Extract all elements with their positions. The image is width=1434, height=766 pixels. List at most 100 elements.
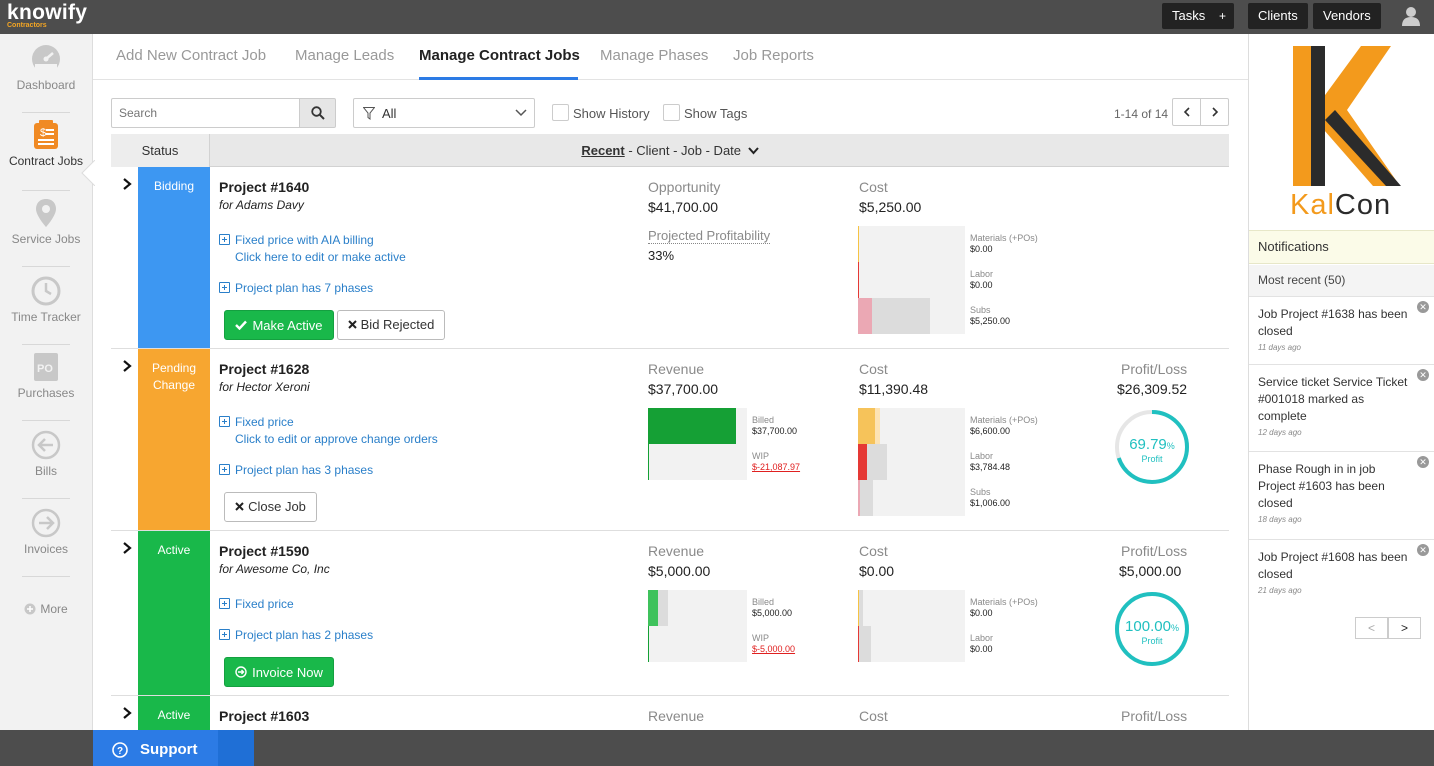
profit-percent: 69.79% — [1129, 436, 1175, 453]
expand-chevron-icon[interactable] — [121, 359, 133, 373]
project-plan-link[interactable]: Project plan has 2 phases — [235, 628, 374, 642]
profit-gauge-arc — [1115, 410, 1189, 484]
search-input[interactable] — [111, 98, 300, 128]
revenue-label: Revenue — [648, 708, 705, 724]
show-tags-checkbox[interactable] — [663, 104, 680, 121]
sidebar-item-label: More — [40, 602, 68, 616]
sidebar-item-contract-jobs[interactable]: $ Contract Jobs — [0, 120, 92, 168]
materials-label: Materials (+POs) — [970, 233, 1038, 243]
search-button[interactable] — [299, 98, 336, 128]
project-name[interactable]: Project #1640 — [219, 179, 310, 195]
notifications-filter[interactable]: Most recent (50) — [1249, 265, 1434, 297]
notifications-next-button[interactable]: > — [1388, 617, 1421, 639]
projected-profitability-value: 33% — [648, 248, 675, 263]
show-history-checkbox[interactable] — [552, 104, 569, 121]
bid-rejected-button[interactable]: Bid Rejected — [337, 310, 445, 340]
expand-chevron-icon[interactable] — [121, 706, 133, 720]
filter-select[interactable]: All — [353, 98, 535, 128]
contract-type-link[interactable]: Fixed price — [235, 415, 294, 429]
change-orders-link[interactable]: Click to edit or approve change orders — [235, 432, 438, 446]
project-name[interactable]: Project #1590 — [219, 543, 310, 559]
materials-label: Materials (+POs) — [970, 415, 1038, 425]
expand-plus-icon[interactable] — [219, 598, 230, 609]
project-name[interactable]: Project #1628 — [219, 361, 310, 377]
labor-bar — [858, 262, 859, 298]
vendors-button[interactable]: Vendors — [1313, 3, 1381, 29]
expand-plus-icon[interactable] — [219, 629, 230, 640]
contract-type-link[interactable]: Fixed price with AIA billing — [235, 233, 374, 247]
tab-manage-leads[interactable]: Manage Leads — [295, 47, 395, 64]
clients-button[interactable]: Clients — [1248, 3, 1308, 29]
projected-profitability-label[interactable]: Projected Profitability — [648, 228, 771, 244]
sidebar-item-purchases[interactable]: PO Purchases — [0, 352, 92, 400]
notifications-header: Notifications — [1249, 230, 1434, 264]
sidebar-item-label: Bills — [34, 464, 57, 478]
dismiss-icon[interactable]: ✕ — [1417, 301, 1429, 313]
cost-value: $11,390.48 — [859, 381, 929, 397]
contract-type-link[interactable]: Fixed price — [235, 597, 294, 611]
prev-page-button[interactable] — [1172, 98, 1201, 126]
notification-item[interactable]: Job Project #1608 has been closed 21 day… — [1249, 540, 1434, 610]
status-cell: Active — [138, 531, 210, 695]
close-job-button[interactable]: Close Job — [224, 492, 317, 522]
make-active-button[interactable]: Make Active — [224, 310, 334, 340]
wip-value[interactable]: $-5,000.00 — [752, 644, 796, 654]
tab-manage-contract-jobs[interactable]: Manage Contract Jobs — [419, 47, 580, 64]
edit-job-link[interactable]: Click here to edit or make active — [235, 250, 406, 264]
notification-item[interactable]: Job Project #1638 has been closed 11 day… — [1249, 297, 1434, 365]
show-history-label[interactable]: Show History — [573, 106, 650, 121]
labor-value: $0.00 — [970, 644, 993, 654]
status-column-header[interactable]: Status — [111, 134, 210, 167]
expand-chevron-icon[interactable] — [121, 177, 133, 191]
profit-percent-value: 100.00 — [1125, 618, 1171, 635]
dismiss-icon[interactable]: ✕ — [1417, 456, 1429, 468]
notification-item[interactable]: Phase Rough in in job Project #1603 has … — [1249, 452, 1434, 540]
user-icon[interactable] — [1401, 6, 1421, 26]
invoice-now-button[interactable]: Invoice Now — [224, 657, 334, 687]
expand-chevron-icon[interactable] — [121, 541, 133, 555]
arrow-right-circle-icon — [235, 666, 247, 678]
sidebar-divider — [22, 344, 70, 345]
expand-plus-icon[interactable] — [219, 282, 230, 293]
sidebar-item-label: Contract Jobs — [8, 154, 84, 168]
sort-options[interactable]: - Client - Job - Date — [624, 143, 742, 158]
next-page-button[interactable] — [1200, 98, 1229, 126]
expand-plus-icon[interactable] — [219, 416, 230, 427]
po-icon: PO — [34, 353, 58, 381]
project-plan-link[interactable]: Project plan has 7 phases — [235, 281, 374, 295]
tab-manage-phases[interactable]: Manage Phases — [600, 47, 709, 64]
sidebar-item-invoices[interactable]: Invoices — [0, 508, 92, 556]
dismiss-icon[interactable]: ✕ — [1417, 544, 1429, 556]
project-plan-link[interactable]: Project plan has 3 phases — [235, 463, 374, 477]
project-name[interactable]: Project #1603 — [219, 708, 310, 724]
support-button[interactable]: ? Support — [93, 730, 254, 766]
revenue-label: Revenue — [648, 543, 705, 559]
tab-add-new-contract-job[interactable]: Add New Contract Job — [116, 47, 267, 64]
expand-plus-icon[interactable] — [219, 234, 230, 245]
notification-item[interactable]: Service ticket Service Ticket #001018 ma… — [1249, 365, 1434, 452]
materials-value: $0.00 — [970, 244, 993, 254]
sort-recent[interactable]: Recent — [581, 143, 625, 158]
sidebar-item-dashboard[interactable]: Dashboard — [0, 44, 92, 92]
show-tags-label[interactable]: Show Tags — [684, 106, 748, 121]
expand-plus-icon[interactable] — [219, 464, 230, 475]
table-row: Active Project #1590 for Awesome Co, Inc… — [111, 531, 1229, 696]
wip-value[interactable]: $-21,087.97 — [752, 462, 801, 472]
sidebar-item-more[interactable]: More — [0, 602, 92, 616]
cost-value: $0.00 — [859, 563, 895, 579]
sidebar-item-label: Invoices — [23, 542, 69, 556]
materials-label: Materials (+POs) — [970, 597, 1038, 607]
sidebar-item-time-tracker[interactable]: Time Tracker — [0, 276, 92, 324]
sidebar-item-service-jobs[interactable]: Service Jobs — [0, 198, 92, 246]
tab-job-reports[interactable]: Job Reports — [733, 47, 814, 64]
company-logo-text: KalCon — [1290, 189, 1391, 222]
sort-selector[interactable]: Recent - Client - Job - Date — [111, 143, 1229, 158]
dismiss-icon[interactable]: ✕ — [1417, 369, 1429, 381]
sidebar-item-bills[interactable]: Bills — [0, 430, 92, 478]
tasks-button[interactable]: Tasks + — [1162, 3, 1234, 29]
dashboard-icon — [32, 45, 60, 74]
notifications-prev-button[interactable]: < — [1355, 617, 1388, 639]
knowify-logo[interactable]: knowify — [7, 1, 88, 24]
tasks-plus-icon[interactable]: + — [1218, 9, 1226, 23]
right-panel: KalCon Notifications Most recent (50) Jo… — [1248, 34, 1434, 730]
